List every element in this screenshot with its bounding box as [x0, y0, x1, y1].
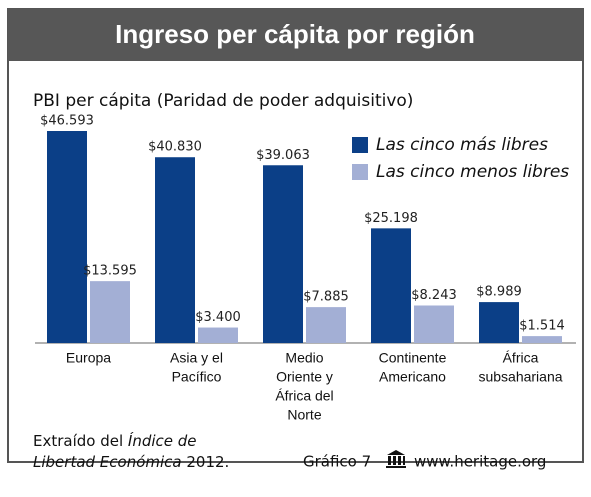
x-tick-label: Norte — [287, 407, 321, 423]
x-tick-label: Americano — [379, 369, 446, 385]
source-text: 2012. — [182, 453, 230, 471]
value-label: $46.593 — [40, 114, 94, 129]
value-label: $1.514 — [519, 319, 565, 334]
value-label: $40.830 — [148, 140, 202, 155]
x-tick-label: Asia y el — [170, 350, 223, 366]
source-line-1: Extraído del Índice de — [33, 431, 197, 450]
x-tick-label: Oriente y — [276, 369, 333, 385]
value-label: $8.989 — [476, 285, 522, 300]
x-tick-label: Medio — [285, 350, 323, 366]
x-tick-label: África del — [275, 388, 333, 404]
website: www.heritage.org — [414, 453, 546, 471]
subtitle: PBI per cápita (Paridad de poder adquisi… — [33, 91, 413, 111]
value-label: $8.243 — [411, 288, 457, 303]
title: Ingreso per cápita por región — [115, 19, 475, 49]
source-line-2: Libertad Económica 2012. — [33, 453, 229, 471]
x-tick-label: África — [503, 350, 539, 366]
source-title: Índice de — [128, 431, 197, 450]
legend-swatch — [352, 164, 368, 180]
value-label: $3.400 — [195, 310, 241, 325]
heritage-icon — [386, 450, 406, 468]
value-label: $39.063 — [256, 148, 310, 163]
source-text: Extraído del — [33, 432, 128, 450]
legend-label: Las cinco menos libres — [376, 162, 569, 182]
bar — [263, 165, 303, 343]
legend-label: Las cinco más libres — [376, 135, 548, 155]
title-band — [8, 9, 583, 61]
x-tick-label: Continente — [379, 350, 447, 366]
x-tick-label: subsahariana — [478, 369, 562, 385]
legend-swatch — [352, 137, 368, 153]
source-title: Libertad Económica — [33, 453, 182, 471]
bar — [522, 336, 562, 343]
bar — [90, 281, 130, 343]
value-label: $13.595 — [83, 264, 137, 279]
value-label: $7.885 — [303, 290, 349, 305]
value-label: $25.198 — [364, 211, 418, 226]
x-tick-label: Europa — [66, 350, 111, 366]
bar — [414, 305, 454, 343]
bar — [198, 327, 238, 343]
bar — [155, 157, 195, 343]
bar — [371, 228, 411, 343]
bar — [47, 131, 87, 343]
bar — [479, 302, 519, 343]
figure-number: Gráfico 7 — [303, 453, 371, 471]
x-tick-label: Pacífico — [172, 369, 222, 385]
bar — [306, 307, 346, 343]
